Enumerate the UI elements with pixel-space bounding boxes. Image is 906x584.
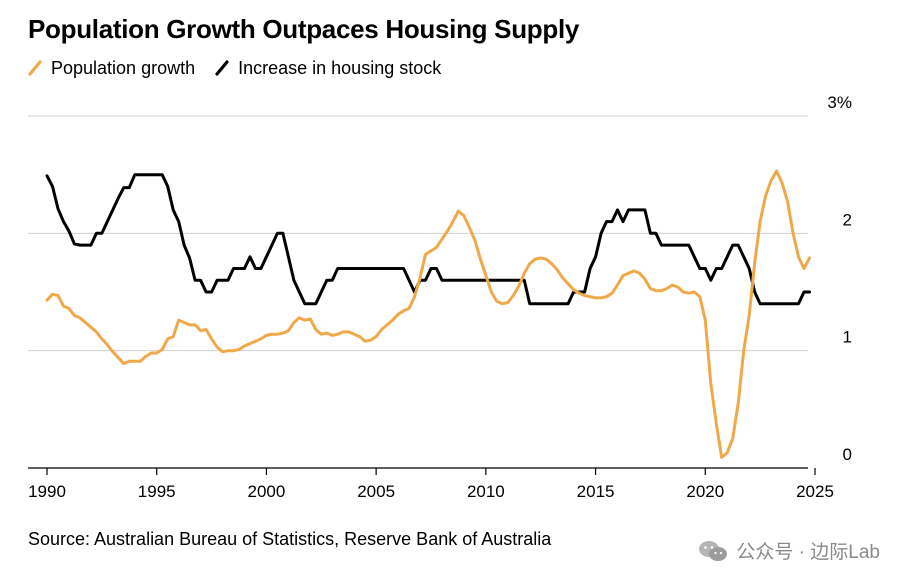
legend-swatch-population-growth — [28, 60, 42, 76]
source-note: Source: Australian Bureau of Statistics,… — [28, 529, 552, 549]
y-tick-label: 0 — [843, 445, 852, 464]
x-tick-label: 2015 — [577, 482, 615, 501]
series-line-housing-stock — [45, 173, 811, 306]
legend-label-housing-stock: Increase in housing stock — [238, 57, 442, 78]
watermark: 公众号 · 边际Lab — [698, 537, 880, 564]
line-chart: 0 1 2 3% 1990 1995 2000 2005 2010 2015 2020 2025 — [28, 93, 852, 501]
x-tick-label: 2025 — [796, 482, 834, 501]
chart-title: Population Growth Outpaces Housing Suppl… — [28, 14, 580, 44]
x-tick-label: 1990 — [28, 482, 66, 501]
y-tick-label: 3% — [827, 93, 852, 112]
watermark-text: 公众号 · 边际Lab — [736, 542, 880, 563]
legend-swatch-housing-stock — [215, 60, 229, 76]
x-tick-label: 2005 — [357, 482, 395, 501]
legend-item-housing-stock: Increase in housing stock — [215, 58, 441, 79]
series-line-population-growth — [45, 169, 811, 459]
x-tick-label: 2010 — [467, 482, 505, 501]
y-tick-label: 2 — [843, 210, 852, 229]
legend-item-population-growth: Population growth — [28, 58, 195, 79]
x-tick-label: 1995 — [138, 482, 176, 501]
y-tick-label: 1 — [843, 328, 852, 347]
x-tick-label: 2000 — [248, 482, 286, 501]
wechat-icon — [699, 540, 728, 561]
legend-label-population-growth: Population growth — [51, 57, 196, 78]
chart-legend: Population growth Increase in housing st… — [28, 56, 461, 80]
x-tick-label: 2020 — [686, 482, 724, 501]
